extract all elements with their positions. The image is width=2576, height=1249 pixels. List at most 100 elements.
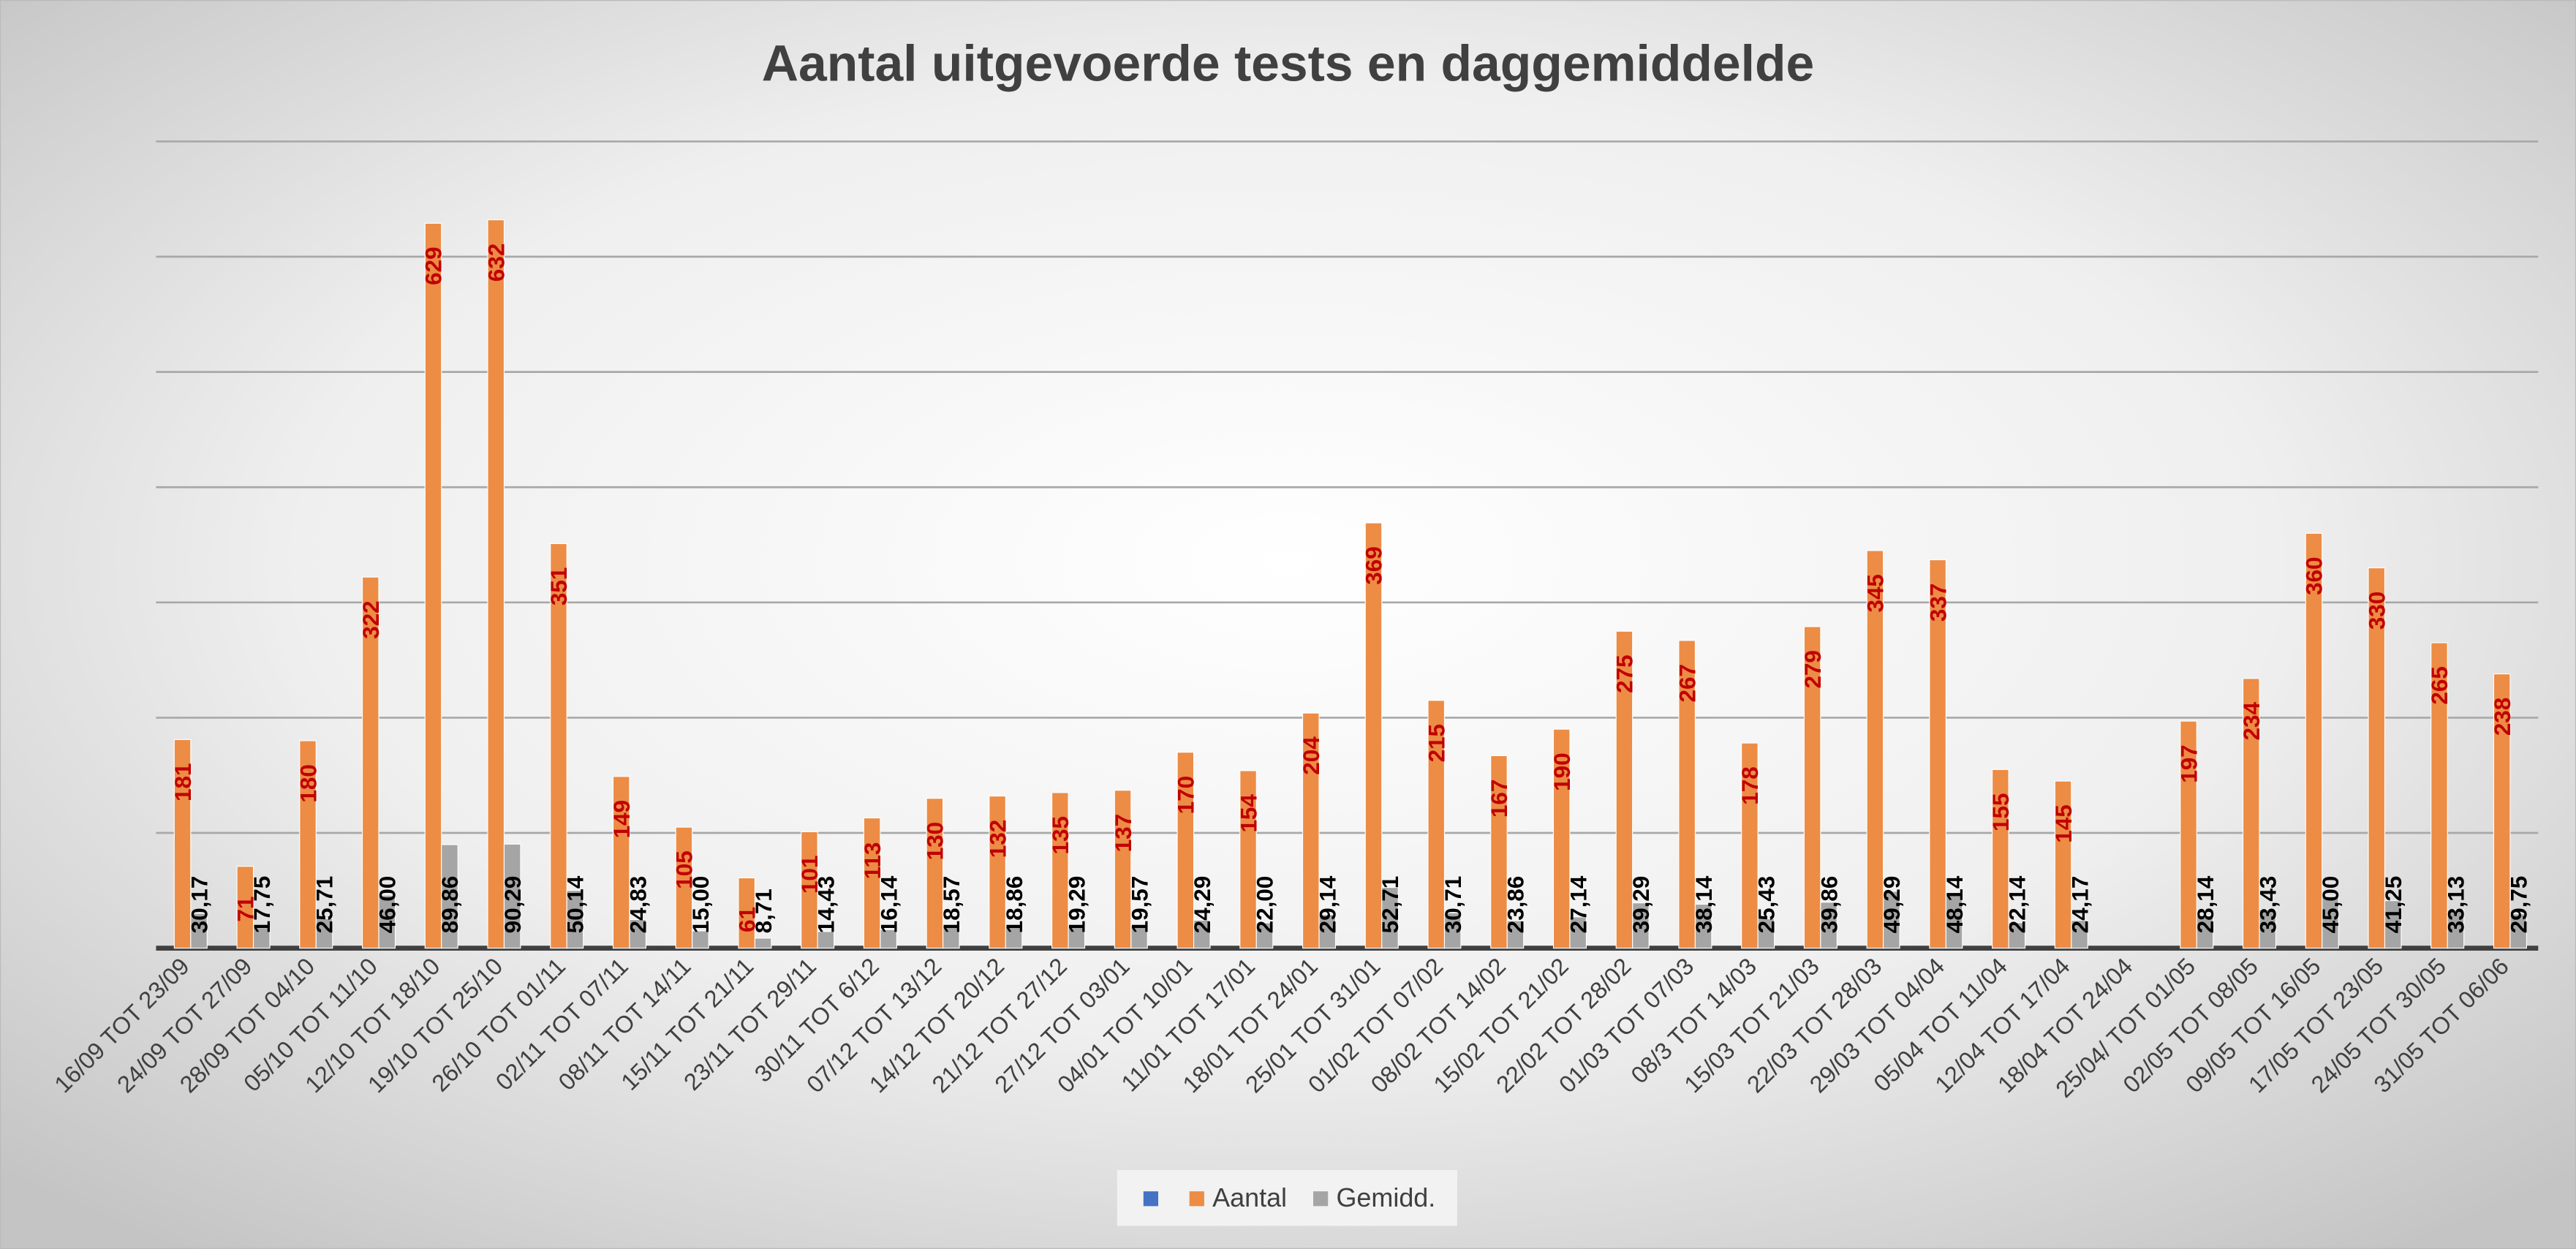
bar — [2305, 532, 2323, 949]
bar — [2493, 673, 2511, 949]
bar — [1302, 712, 1320, 949]
bar — [1381, 886, 1399, 949]
bar — [441, 844, 458, 949]
bar — [1068, 925, 1086, 949]
data-label: 29,75 — [2506, 876, 2531, 934]
bar — [1443, 912, 1462, 949]
data-label: 181 — [170, 763, 196, 801]
data-label: 330 — [2364, 592, 2390, 630]
data-label: 30,71 — [1440, 876, 1466, 934]
bar — [315, 918, 333, 949]
bar — [612, 776, 630, 949]
data-label: 155 — [1988, 793, 2014, 831]
bar — [2384, 900, 2402, 949]
data-label: 27,14 — [1565, 875, 1591, 933]
bar — [378, 894, 396, 949]
bar — [361, 576, 379, 949]
bar — [801, 831, 818, 949]
data-label: 105 — [672, 850, 698, 888]
data-label: 197 — [2176, 744, 2202, 782]
data-label: 279 — [1800, 650, 1826, 688]
data-label: 46,00 — [374, 876, 400, 934]
data-label: 18,86 — [1002, 876, 1027, 934]
bar — [2071, 919, 2088, 949]
data-label: 113 — [860, 842, 885, 880]
bar — [1506, 920, 1525, 949]
data-label: 33,43 — [2255, 876, 2281, 934]
data-label: 135 — [1048, 816, 1073, 854]
bar — [629, 918, 646, 949]
data-label: 267 — [1674, 664, 1700, 702]
bar — [2054, 780, 2072, 949]
bar — [2430, 642, 2448, 949]
bar — [817, 931, 835, 949]
data-label: 71 — [233, 897, 259, 922]
data-label: 215 — [1424, 724, 1449, 762]
data-label: 25,71 — [312, 876, 338, 934]
bar — [1427, 700, 1446, 949]
bar — [173, 739, 192, 949]
bar — [1552, 728, 1571, 949]
data-label: 24,83 — [625, 876, 651, 934]
data-label: 167 — [1487, 780, 1512, 818]
legend-label: Aantal — [1212, 1182, 1287, 1212]
bar — [2196, 915, 2214, 949]
data-label: 137 — [1111, 814, 1136, 852]
bar — [738, 877, 755, 949]
bar — [236, 866, 254, 949]
bar — [2180, 720, 2197, 949]
data-label: 28,14 — [2193, 875, 2218, 933]
bar — [1757, 918, 1775, 949]
data-label: 8,71 — [751, 888, 777, 933]
data-label: 337 — [1925, 584, 1951, 622]
bar — [1678, 640, 1696, 949]
bar — [863, 817, 881, 949]
bar — [1694, 903, 1712, 949]
bar — [487, 219, 505, 949]
data-label: 19,57 — [1127, 876, 1152, 934]
data-label: 19,29 — [1065, 876, 1090, 934]
bar — [2447, 909, 2465, 949]
data-label: 351 — [546, 567, 572, 605]
data-label: 178 — [1737, 766, 1763, 804]
bar — [566, 890, 584, 949]
legend-box — [1117, 1169, 1457, 1226]
bar — [1318, 914, 1337, 949]
bar — [1364, 522, 1383, 949]
data-label: 24,29 — [1190, 876, 1215, 934]
data-label: 130 — [923, 822, 948, 860]
bar — [1255, 922, 1274, 949]
bar — [1929, 559, 1946, 949]
data-label: 170 — [1174, 776, 1199, 814]
bar — [1239, 770, 1257, 949]
data-label: 49,29 — [1879, 876, 1905, 934]
bar — [1114, 790, 1132, 949]
bar — [675, 826, 693, 949]
bar — [2368, 567, 2386, 949]
data-label: 629 — [421, 247, 447, 285]
data-label: 41,25 — [2381, 876, 2406, 934]
bar — [1615, 630, 1633, 949]
data-label: 14,43 — [814, 876, 839, 934]
data-label: 39,86 — [1816, 876, 1842, 934]
bar — [926, 798, 944, 949]
bar — [943, 926, 960, 949]
data-label: 132 — [985, 820, 1011, 858]
bar — [550, 543, 567, 949]
bar — [252, 927, 271, 949]
data-label: 18,57 — [939, 876, 964, 934]
data-label: 61 — [734, 907, 760, 932]
legend-swatch — [1189, 1191, 1204, 1207]
data-label: 39,29 — [1628, 876, 1654, 934]
bar — [1193, 919, 1211, 949]
legend-swatch — [1143, 1191, 1159, 1207]
bar — [299, 740, 317, 949]
bar — [692, 930, 709, 949]
bar — [2008, 922, 2026, 949]
data-label: 369 — [1361, 546, 1387, 584]
bar — [424, 222, 442, 949]
data-label: 234 — [2239, 702, 2265, 741]
data-label: 190 — [1549, 752, 1575, 790]
